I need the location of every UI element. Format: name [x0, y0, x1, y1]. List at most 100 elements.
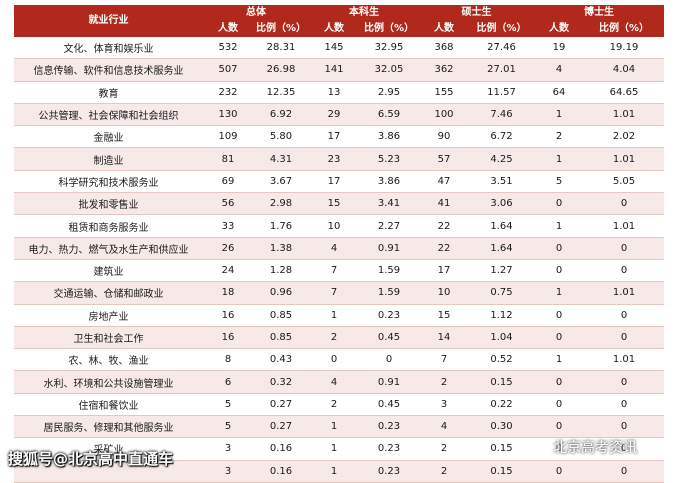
cell-master-count: 41	[419, 192, 469, 216]
cell-overall-count: 81	[203, 147, 253, 171]
cell-doctor-ratio: 1.01	[584, 348, 664, 372]
cell-industry: 教育	[14, 81, 203, 104]
cell-undergrad-count: 2	[309, 326, 359, 350]
table-row: 批发和零售业 56 2.98 15 3.41 41 3.06 0 0	[14, 192, 664, 216]
cell-master-count: 3	[419, 393, 469, 417]
cell-overall-ratio: 28.31	[253, 37, 309, 60]
cell-doctor-count: 1	[534, 281, 584, 305]
watermark-sohu: 搜狐号@北京高中直通车	[8, 450, 174, 468]
header-count: 人数	[309, 21, 359, 37]
cell-overall-ratio: 26.98	[253, 58, 309, 82]
cell-master-count: 10	[419, 281, 469, 305]
cell-doctor-count: 0	[534, 237, 584, 260]
cell-undergrad-ratio: 3.86	[359, 125, 419, 149]
header-row-groups: 就业行业 总体 本科生 硕士生 博士生	[14, 5, 664, 37]
cell-industry: 采矿业	[14, 437, 203, 461]
cell-overall-count: 56	[203, 192, 253, 216]
cell-master-ratio: 0.15	[469, 370, 534, 394]
table-row: 农、林、牧、渔业 8 0.43 0 0 7 0.52 1 1.01	[14, 348, 664, 372]
cell-doctor-ratio: 0	[584, 304, 664, 327]
cell-doctor-ratio: 0	[584, 415, 664, 439]
cell-master-ratio: 1.04	[469, 326, 534, 350]
cell-master-count: 57	[419, 147, 469, 171]
cell-overall-ratio: 3.67	[253, 170, 309, 194]
cell-overall-ratio: 5.80	[253, 125, 309, 149]
cell-master-ratio: 1.12	[469, 304, 534, 327]
cell-overall-ratio: 0.27	[253, 415, 309, 439]
cell-undergrad-ratio: 2.27	[359, 214, 419, 238]
cell-industry: 农、林、牧、渔业	[14, 348, 203, 372]
cell-doctor-ratio: 0	[584, 259, 664, 283]
cell-overall-ratio: 12.35	[253, 81, 309, 104]
cell-doctor-ratio: 0	[584, 192, 664, 216]
cell-doctor-ratio: 5.05	[584, 170, 664, 194]
cell-undergrad-ratio: 0.23	[359, 437, 419, 461]
cell-doctor-ratio: 1.01	[584, 103, 664, 127]
header-ratio: 比例（%）	[253, 21, 309, 37]
table-row: 教育 232 12.35 13 2.95 155 11.57 64 64.65	[14, 81, 664, 104]
cell-master-ratio: 1.64	[469, 237, 534, 260]
cell-doctor-count: 64	[534, 81, 584, 104]
cell-master-ratio: 1.27	[469, 259, 534, 283]
cell-undergrad-count: 1	[309, 437, 359, 461]
cell-master-count: 2	[419, 437, 469, 461]
cell-master-count: 7	[419, 348, 469, 372]
cell-master-count: 362	[419, 58, 469, 82]
cell-undergrad-ratio: 0.23	[359, 304, 419, 327]
table-row: 文化、体育和娱乐业 532 28.31 145 32.95 368 27.46 19 19.19	[14, 37, 664, 60]
cell-doctor-count: 0	[534, 192, 584, 216]
cell-doctor-count: 19	[534, 37, 584, 60]
cell-master-ratio: 7.46	[469, 103, 534, 127]
cell-doctor-ratio: 2.02	[584, 125, 664, 149]
cell-doctor-ratio: 0	[584, 437, 664, 461]
cell-doctor-count: 0	[534, 460, 584, 483]
cell-industry: 信息传输、软件和信息技术服务业	[14, 58, 203, 82]
cell-overall-ratio: 0.16	[253, 437, 309, 461]
cell-industry: 电力、热力、燃气及水生产和供应业	[14, 237, 203, 260]
cell-overall-count: 16	[203, 326, 253, 350]
table-row: 科学研究和技术服务业 69 3.67 17 3.86 47 3.51 5 5.05	[14, 170, 664, 194]
cell-overall-ratio: 0.85	[253, 304, 309, 327]
cell-doctor-count: 0	[534, 393, 584, 417]
cell-overall-count: 5	[203, 393, 253, 417]
cell-doctor-ratio: 0	[584, 237, 664, 260]
cell-undergrad-ratio: 3.86	[359, 170, 419, 194]
table-body: 文化、体育和娱乐业 532 28.31 145 32.95 368 27.46 19 19.19…	[14, 37, 664, 483]
cell-overall-count: 3	[203, 437, 253, 461]
cell-undergrad-ratio: 0.91	[359, 237, 419, 260]
table-row: 租赁和商务服务业 33 1.76 10 2.27 22 1.64 1 1.01	[14, 214, 664, 238]
cell-undergrad-count: 17	[309, 170, 359, 194]
cell-industry: 住宿和餐饮业	[14, 393, 203, 417]
cell-overall-ratio: 0.43	[253, 348, 309, 372]
cell-master-ratio: 0.52	[469, 348, 534, 372]
table-row: 采矿业 3 0.16 1 0.23 2 0.15 0 0	[14, 437, 664, 461]
cell-undergrad-ratio: 0.23	[359, 415, 419, 439]
cell-master-count: 155	[419, 81, 469, 104]
cell-overall-ratio: 0.32	[253, 370, 309, 394]
cell-doctor-ratio: 1.01	[584, 214, 664, 238]
cell-master-count: 22	[419, 214, 469, 238]
cell-overall-ratio: 2.98	[253, 192, 309, 216]
cell-industry: 金融业	[14, 125, 203, 149]
cell-overall-count: 3	[203, 460, 253, 483]
cell-undergrad-count: 2	[309, 393, 359, 417]
cell-doctor-count: 1	[534, 103, 584, 127]
cell-industry: 卫生和社会工作	[14, 326, 203, 350]
cell-undergrad-ratio: 0.91	[359, 370, 419, 394]
cell-undergrad-ratio: 1.59	[359, 281, 419, 305]
table-row: 住宿和餐饮业 5 0.27 2 0.45 3 0.22 0 0	[14, 393, 664, 417]
cell-overall-count: 24	[203, 259, 253, 283]
cell-industry: 公共管理、社会保障和社会组织	[14, 103, 203, 127]
header-group-undergrad: 本科生	[309, 5, 419, 21]
cell-master-ratio: 0.30	[469, 415, 534, 439]
cell-doctor-ratio: 0	[584, 326, 664, 350]
cell-overall-count: 507	[203, 58, 253, 82]
cell-master-count: 15	[419, 304, 469, 327]
watermark-wechat-text: 北京高考资讯	[553, 440, 637, 456]
cell-undergrad-count: 145	[309, 37, 359, 60]
cell-overall-ratio: 1.28	[253, 259, 309, 283]
cell-undergrad-count: 17	[309, 125, 359, 149]
cell-overall-count: 109	[203, 125, 253, 149]
employment-industry-table: 就业行业 总体 本科生 硕士生 博士生 人数 比例（%） 人数 比例（%） 人数…	[14, 5, 664, 483]
cell-undergrad-count: 23	[309, 147, 359, 171]
